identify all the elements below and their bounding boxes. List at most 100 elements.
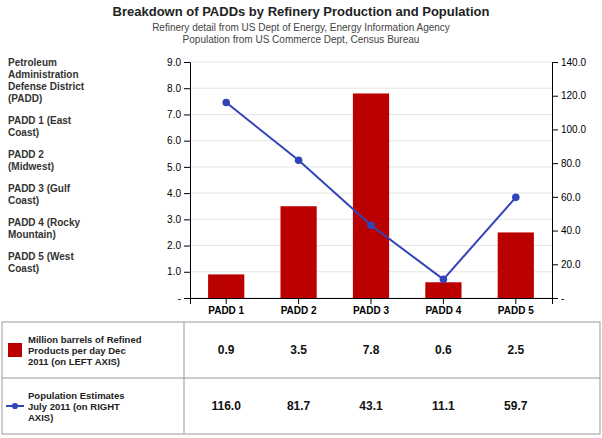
line: [226, 102, 516, 279]
marker: [440, 276, 448, 284]
marks: [208, 93, 534, 298]
bar: [281, 206, 317, 298]
bar: [208, 274, 244, 298]
grid-line: [190, 62, 552, 63]
table-border: [2, 322, 600, 434]
tick-label: PADD 2: [281, 305, 317, 316]
tick-label: 120.0: [561, 90, 586, 101]
text-line: Population Estimates: [28, 390, 125, 401]
tick: 1.0: [167, 266, 190, 277]
tick: 4.0: [167, 188, 190, 199]
tick: 40.0: [552, 225, 581, 236]
text-line: PADD 4 (Rocky: [8, 217, 80, 228]
text-line: Products per day Dec: [28, 345, 126, 356]
tick-mark: [184, 141, 190, 142]
bar: [498, 232, 534, 298]
text-line: Defense District: [8, 81, 85, 92]
tick-label: 2.0: [167, 240, 181, 251]
tick: 80.0: [552, 158, 581, 169]
bar: [353, 93, 389, 298]
annotations: PetroleumAdministrationDefense District(…: [8, 57, 85, 274]
tick-mark: [184, 272, 190, 273]
tick-label: -: [178, 293, 181, 304]
tick-mark: [552, 129, 558, 130]
tick-mark: [298, 298, 299, 304]
table-divider: [184, 322, 185, 434]
tick: PADD 5: [498, 298, 534, 316]
data-label: 0.9: [218, 343, 235, 357]
tick-label: 140.0: [561, 57, 586, 68]
text-line: Mountain): [8, 229, 56, 240]
text-line: PADD 3 (Gulf: [8, 183, 71, 194]
grid: [190, 62, 552, 298]
grid-line: [190, 88, 552, 89]
legend-label: Million barrels of RefinedProducts per d…: [28, 334, 142, 367]
tick-mark: [184, 246, 190, 247]
tick-label: 8.0: [167, 83, 181, 94]
text-line: 2011 (on LEFT AXIS): [28, 356, 120, 367]
tick: 3.0: [167, 214, 190, 225]
tick: PADD 3: [353, 298, 389, 316]
bar-series: [208, 93, 534, 298]
tick-label: 20.0: [561, 259, 581, 270]
data-label: 3.5: [290, 343, 307, 357]
tick: 7.0: [167, 109, 190, 120]
tick-label: 100.0: [561, 124, 586, 135]
tick-label: -: [561, 293, 564, 304]
text-line: Petroleum: [8, 57, 57, 68]
tick: 9.0: [167, 57, 190, 68]
annotation: PADD 4 (RockyMountain): [8, 217, 80, 240]
data-label: 7.8: [363, 343, 380, 357]
tick-label: PADD 5: [498, 305, 534, 316]
tick-label: 5.0: [167, 162, 181, 173]
tick-mark: [184, 219, 190, 220]
tick-mark: [184, 193, 190, 194]
annotation: PADD 3 (GulfCoast): [8, 183, 71, 206]
axis: -1.02.03.04.05.06.07.08.09.0: [167, 57, 190, 304]
data-label: 43.1: [359, 399, 383, 413]
legend-swatch: [12, 403, 18, 409]
tick-mark: [552, 163, 558, 164]
tick-mark: [184, 167, 190, 168]
data-label: 0.6: [435, 343, 452, 357]
tick: PADD 1: [208, 298, 244, 316]
text-line: Coast): [8, 127, 39, 138]
tick-mark: [184, 88, 190, 89]
axis-line: [553, 63, 559, 299]
tick-mark: [552, 96, 558, 97]
text-line: Million barrels of Refined: [28, 334, 142, 345]
text-line: July 2011 (on RIGHT: [28, 401, 120, 412]
chart: Breakdown of PADDs by Refinery Productio…: [0, 0, 602, 438]
data-label: 11.1: [432, 399, 455, 413]
tick-label: PADD 1: [208, 305, 244, 316]
subtitle: Population from US Commerce Dept, Census…: [183, 34, 420, 45]
tick: 8.0: [167, 83, 190, 94]
text-line: PADD 2: [8, 149, 44, 160]
tick: 120.0: [552, 90, 586, 101]
title: Breakdown of PADDs by Refinery Productio…: [113, 4, 490, 19]
axis-line: [191, 299, 553, 305]
tick: -: [552, 293, 564, 304]
text-line: Coast): [8, 195, 39, 206]
tick: 60.0: [552, 192, 581, 203]
tick: 2.0: [167, 240, 190, 251]
annotation: PADD 1 (EastCoast): [8, 115, 72, 138]
bar: [425, 282, 461, 298]
tick-label: 40.0: [561, 225, 581, 236]
legend-swatch: [8, 343, 22, 357]
tick: 140.0: [552, 57, 586, 68]
tick-mark: [226, 298, 227, 304]
tick-label: 4.0: [167, 188, 181, 199]
tick: 100.0: [552, 124, 586, 135]
text-line: AXIS): [28, 412, 53, 423]
data-label: 116.0: [212, 399, 242, 413]
tick-mark: [552, 62, 558, 63]
marker: [222, 99, 230, 107]
marker: [367, 222, 375, 230]
text-line: (Midwest): [8, 161, 54, 172]
legend-item: Population EstimatesJuly 2011 (on RIGHTA…: [6, 390, 125, 423]
tick-label: 1.0: [167, 266, 181, 277]
tick: PADD 4: [425, 298, 461, 316]
tick-label: 80.0: [561, 158, 581, 169]
tick-label: 3.0: [167, 214, 181, 225]
